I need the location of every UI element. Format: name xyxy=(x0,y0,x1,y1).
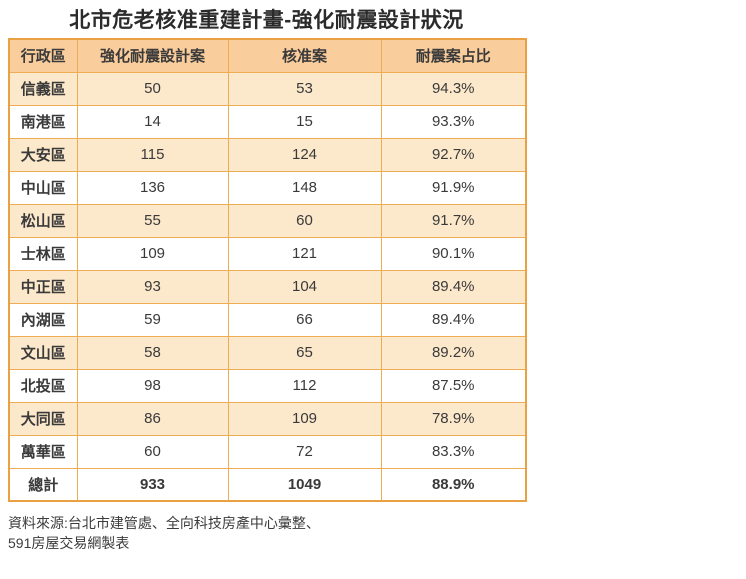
value-cell: 14 xyxy=(76,104,229,139)
district-cell: 南港區 xyxy=(8,104,78,139)
value-cell: 91.7% xyxy=(380,203,527,238)
value-cell: 89.4% xyxy=(380,269,527,304)
column-header-ratio: 耐震案占比 xyxy=(380,38,527,73)
value-cell: 94.3% xyxy=(380,71,527,106)
value-cell: 124 xyxy=(227,137,382,172)
district-cell: 大同區 xyxy=(8,401,78,436)
total-row: 總計 933 1049 88.9% xyxy=(8,467,527,502)
value-cell: 72 xyxy=(227,434,382,469)
table-row: 中山區 136 148 91.9% xyxy=(8,170,527,205)
value-cell: 109 xyxy=(76,236,229,271)
value-cell: 15 xyxy=(227,104,382,139)
table-row: 松山區 55 60 91.7% xyxy=(8,203,527,238)
value-cell: 58 xyxy=(76,335,229,370)
value-cell: 78.9% xyxy=(380,401,527,436)
value-cell: 65 xyxy=(227,335,382,370)
total-design-cases-cell: 933 xyxy=(76,467,229,502)
value-cell: 109 xyxy=(227,401,382,436)
table-row: 中正區 93 104 89.4% xyxy=(8,269,527,304)
value-cell: 93 xyxy=(76,269,229,304)
value-cell: 55 xyxy=(76,203,229,238)
value-cell: 93.3% xyxy=(380,104,527,139)
table-header-row: 行政區 強化耐震設計案 核准案 耐震案占比 xyxy=(8,38,527,73)
value-cell: 59 xyxy=(76,302,229,337)
column-header-approved-cases: 核准案 xyxy=(227,38,382,73)
total-label-cell: 總計 xyxy=(8,467,78,502)
value-cell: 136 xyxy=(76,170,229,205)
value-cell: 98 xyxy=(76,368,229,403)
total-ratio-cell: 88.9% xyxy=(380,467,527,502)
source-line-1: 資料來源:台北市建管處、全向科技房產中心彙整、 xyxy=(8,515,320,531)
value-cell: 90.1% xyxy=(380,236,527,271)
district-cell: 大安區 xyxy=(8,137,78,172)
column-header-district: 行政區 xyxy=(8,38,78,73)
value-cell: 148 xyxy=(227,170,382,205)
value-cell: 91.9% xyxy=(380,170,527,205)
value-cell: 92.7% xyxy=(380,137,527,172)
table-row: 大安區 115 124 92.7% xyxy=(8,137,527,172)
data-table: 行政區 強化耐震設計案 核准案 耐震案占比 信義區 50 53 94.3% 南港區 14 1… xyxy=(8,38,527,502)
value-cell: 89.4% xyxy=(380,302,527,337)
value-cell: 66 xyxy=(227,302,382,337)
district-cell: 信義區 xyxy=(8,71,78,106)
district-cell: 文山區 xyxy=(8,335,78,370)
value-cell: 60 xyxy=(227,203,382,238)
table-row: 萬華區 60 72 83.3% xyxy=(8,434,527,469)
table-row: 信義區 50 53 94.3% xyxy=(8,71,527,106)
district-cell: 中山區 xyxy=(8,170,78,205)
district-cell: 內湖區 xyxy=(8,302,78,337)
page-title: 北市危老核准重建計畫-強化耐震設計狀況 xyxy=(69,9,464,32)
source-note: 資料來源:台北市建管處、全向科技房產中心彙整、 591房屋交易網製表 xyxy=(8,513,746,554)
column-header-design-cases: 強化耐震設計案 xyxy=(76,38,229,73)
value-cell: 53 xyxy=(227,71,382,106)
source-line-2: 591房屋交易網製表 xyxy=(8,535,130,552)
district-cell: 松山區 xyxy=(8,203,78,238)
value-cell: 89.2% xyxy=(380,335,527,370)
table-footer: 總計 933 1049 88.9% xyxy=(8,467,527,502)
value-cell: 50 xyxy=(76,71,229,106)
table-row: 士林區 109 121 90.1% xyxy=(8,236,527,271)
table-body: 信義區 50 53 94.3% 南港區 14 15 93.3% 大安區 115 124 92.7% 中山… xyxy=(8,71,527,469)
value-cell: 86 xyxy=(76,401,229,436)
district-cell: 中正區 xyxy=(8,269,78,304)
value-cell: 112 xyxy=(227,368,382,403)
table-row: 北投區 98 112 87.5% xyxy=(8,368,527,403)
table-row: 南港區 14 15 93.3% xyxy=(8,104,527,139)
value-cell: 104 xyxy=(227,269,382,304)
district-cell: 北投區 xyxy=(8,368,78,403)
value-cell: 83.3% xyxy=(380,434,527,469)
value-cell: 87.5% xyxy=(380,368,527,403)
value-cell: 121 xyxy=(227,236,382,271)
value-cell: 60 xyxy=(76,434,229,469)
district-cell: 士林區 xyxy=(8,236,78,271)
table-row: 文山區 58 65 89.2% xyxy=(8,335,527,370)
value-cell: 115 xyxy=(76,137,229,172)
table-row: 內湖區 59 66 89.4% xyxy=(8,302,527,337)
district-cell: 萬華區 xyxy=(8,434,78,469)
total-approved-cases-cell: 1049 xyxy=(227,467,382,502)
table-row: 大同區 86 109 78.9% xyxy=(8,401,527,436)
